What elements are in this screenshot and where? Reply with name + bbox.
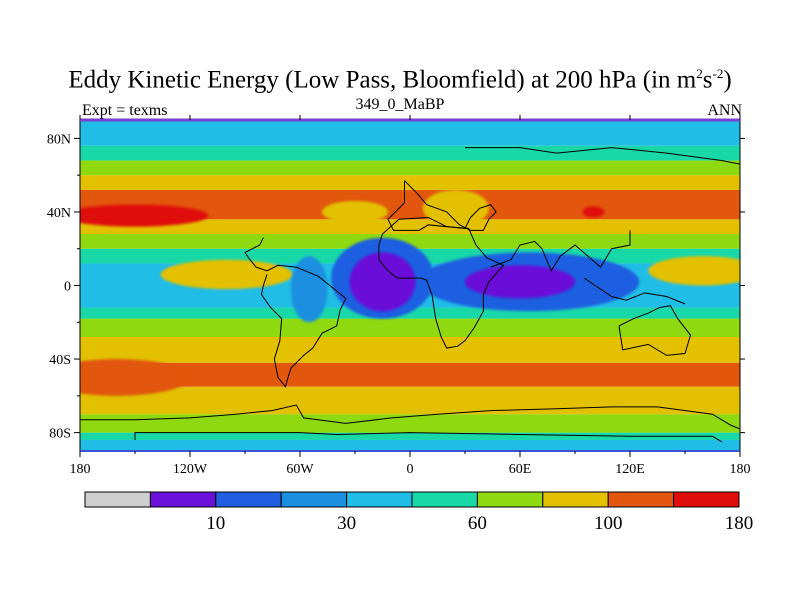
coastline	[134, 432, 722, 443]
x-tick-label: 60W	[286, 462, 314, 477]
coastline	[618, 305, 692, 356]
colorbar-box	[542, 491, 609, 508]
sh-orange-west	[80, 359, 190, 396]
field-band	[80, 160, 740, 176]
case-label: 349_0_MaBP	[355, 96, 445, 113]
y-tick-label: 0	[64, 280, 71, 295]
field-band	[80, 336, 740, 363]
y-tick-label: 80S	[49, 427, 71, 442]
field-band	[80, 414, 740, 433]
field-band	[80, 120, 740, 146]
colorbar-label: 60	[468, 513, 487, 534]
field-band	[80, 386, 740, 415]
colorbar-box	[280, 491, 348, 508]
nh-midlat-gap-1	[322, 200, 388, 223]
coastline	[387, 180, 497, 231]
colorbar-box	[411, 491, 478, 508]
contour-field	[80, 120, 740, 451]
y-tick-label: 40N	[47, 206, 71, 221]
coastline	[583, 277, 686, 305]
field-band	[80, 362, 740, 387]
trop-purple-atl	[349, 252, 416, 312]
season-label: ANN	[707, 102, 742, 119]
colorbar-box	[149, 491, 217, 508]
trop-yellow-east	[648, 256, 740, 286]
x-tick-label: 120E	[615, 462, 645, 477]
coastline	[378, 216, 505, 349]
colorbar-box	[215, 491, 282, 508]
colorbar-box	[346, 491, 413, 508]
coastline	[465, 147, 740, 165]
colorbar-box	[673, 491, 740, 508]
field-band	[80, 145, 740, 161]
field-band	[80, 219, 740, 235]
x-tick-label: 180	[70, 462, 91, 477]
experiment-label: Expt = texms	[82, 102, 168, 119]
na-red-core	[80, 204, 209, 227]
x-tick-label: 0	[407, 462, 414, 477]
colorbar-box	[476, 491, 544, 508]
field-band	[80, 432, 740, 440]
trop-blue-west	[290, 256, 328, 323]
colorbar-label: 180	[725, 513, 754, 534]
field-band	[80, 318, 740, 337]
y-tick-label: 80N	[47, 132, 71, 147]
coastline	[490, 230, 631, 272]
x-tick-label: 60E	[509, 462, 532, 477]
colorbar-label: 30	[337, 513, 356, 534]
field-band	[80, 439, 740, 451]
trop-purple-io	[465, 265, 575, 299]
sh-orange-east	[725, 366, 740, 382]
asia-red-core	[582, 206, 605, 218]
nh-midlat-gap-2	[422, 189, 489, 227]
field-band	[80, 307, 740, 319]
colorbar-box	[84, 491, 151, 508]
x-tick-label: 120W	[173, 462, 208, 477]
chart-title: Eddy Kinetic Energy (Low Pass, Bloomfiel…	[68, 66, 732, 94]
colorbar-label: 10	[206, 513, 225, 534]
y-tick-label: 40S	[49, 353, 71, 368]
field-band	[80, 175, 740, 190]
colorbar-box	[607, 491, 675, 508]
colorbar-label: 100	[594, 513, 623, 534]
trop-yellow-west	[160, 259, 293, 290]
coastline	[80, 404, 740, 430]
coastline	[244, 237, 347, 388]
x-tick-label: 180	[730, 462, 751, 477]
